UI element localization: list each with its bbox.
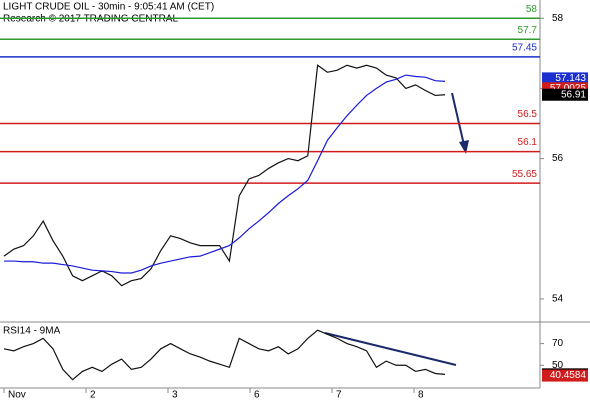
- price-tag-label: 57.0025: [550, 83, 587, 94]
- x-tick-label: 6: [254, 390, 260, 400]
- level-label: 57.7: [518, 25, 538, 36]
- rsi-trend-line: [324, 332, 457, 366]
- arrow-head: [459, 140, 469, 154]
- x-tick-label: Nov: [8, 390, 26, 400]
- price-tag-label: 57.143: [555, 73, 586, 84]
- chart-subtitle: Research © 2017 TRADING CENTRAL: [3, 14, 178, 25]
- level-label: 56.5: [518, 109, 538, 120]
- level-label: 58: [526, 4, 538, 15]
- price-tag: [542, 72, 588, 85]
- forecast-arrow: [451, 92, 465, 146]
- price-tag-label: 56.91: [561, 89, 586, 100]
- rsi-y-tick-label: 70: [552, 338, 564, 349]
- price-series: [3, 64, 446, 287]
- rsi-line: [3, 329, 446, 381]
- x-tick-label: 7: [336, 390, 342, 400]
- y-tick-label: 56: [552, 153, 564, 164]
- x-tick-label: 2: [90, 390, 96, 400]
- rsi-title: RSI14 - 9MA: [3, 326, 61, 337]
- chart-title: LIGHT CRUDE OIL - 30min - 9:05:41 AM (CE…: [3, 2, 214, 13]
- x-tick-label: 3: [172, 390, 178, 400]
- level-label: 57.45: [512, 42, 537, 53]
- rsi-tag: [542, 369, 588, 382]
- x-tick-label: 8: [418, 390, 424, 400]
- rsi-tag-label: 40.4584: [550, 370, 587, 381]
- y-tick-label: 54: [552, 294, 564, 305]
- price-series: [4, 74, 446, 274]
- price-tag: [542, 88, 588, 101]
- level-label: 55.65: [512, 169, 537, 180]
- rsi-y-tick-label: 50: [552, 360, 564, 371]
- level-label: 56.1: [518, 137, 538, 148]
- y-tick-label: 58: [552, 13, 564, 24]
